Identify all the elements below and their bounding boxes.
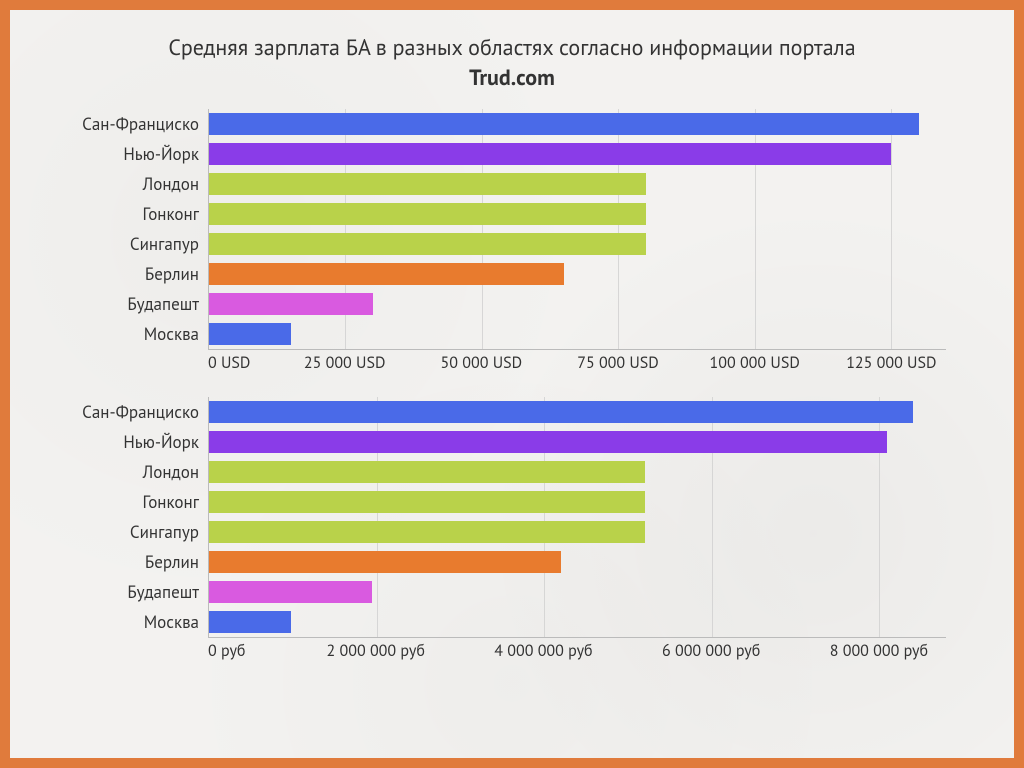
bar [209, 143, 891, 165]
y-category-label: Сан-Франциско [82, 113, 209, 135]
x-tick-label: 2 000 000 руб [327, 641, 425, 661]
bar-row: Лондон [209, 169, 946, 199]
bar-row: Сингапур [209, 229, 946, 259]
y-category-label: Сан-Франциско [82, 401, 209, 423]
bar [209, 611, 291, 633]
bar [209, 263, 564, 285]
charts-container: Сан-ФранцискоНью-ЙоркЛондонГонконгСингап… [38, 109, 986, 663]
y-category-label: Гонконг [143, 491, 209, 513]
x-tick-label: 4 000 000 руб [494, 641, 592, 661]
title-line2: Trud.com [469, 64, 555, 92]
bar [209, 233, 646, 255]
y-category-label: Москва [144, 611, 209, 633]
x-tick-label: 50 000 USD [441, 353, 523, 373]
bar-row: Сингапур [209, 517, 946, 547]
x-axis: 0 руб 2 000 000 руб 4 000 000 руб 6 000 000… [208, 637, 946, 663]
chart-rub: Сан-ФранцискоНью-ЙоркЛондонГонконгСингап… [208, 397, 946, 663]
x-tick-label: 6 000 000 руб [662, 641, 760, 661]
y-category-label: Сингапур [130, 233, 209, 255]
bar-row: Москва [209, 319, 946, 349]
x-tick-label: 25 000 USD [304, 353, 386, 373]
bar [209, 293, 373, 315]
bar-row: Берлин [209, 259, 946, 289]
bar [209, 551, 561, 573]
bar-row: Сан-Франциско [209, 109, 946, 139]
y-category-label: Берлин [145, 263, 209, 285]
bar-row: Нью-Йорк [209, 427, 946, 457]
y-category-label: Лондон [143, 461, 209, 483]
x-tick-label: 0 руб [208, 641, 246, 661]
bar-row: Нью-Йорк [209, 139, 946, 169]
bar [209, 173, 646, 195]
x-tick-label: 125 000 USD [846, 353, 936, 373]
x-tick-label: 100 000 USD [710, 353, 800, 373]
y-category-label: Нью-Йорк [123, 143, 209, 165]
bar-row: Берлин [209, 547, 946, 577]
x-tick-label: 0 USD [208, 353, 250, 373]
y-category-label: Берлин [145, 551, 209, 573]
bar-row: Москва [209, 607, 946, 637]
bar [209, 521, 645, 543]
plot-area: Сан-ФранцискоНью-ЙоркЛондонГонконгСингап… [208, 397, 946, 637]
bar [209, 401, 913, 423]
y-category-label: Будапешт [127, 293, 209, 315]
x-tick-label: 8 000 000 руб [830, 641, 928, 661]
plot-area: Сан-ФранцискоНью-ЙоркЛондонГонконгСингап… [208, 109, 946, 349]
bar-row: Будапешт [209, 577, 946, 607]
chart-usd: Сан-ФранцискоНью-ЙоркЛондонГонконгСингап… [208, 109, 946, 375]
x-axis: 0 USD 25 000 USD 50 000 USD 75 000 USD 100 0… [208, 349, 946, 375]
bar-row: Гонконг [209, 199, 946, 229]
bar [209, 431, 887, 453]
bar-row: Лондон [209, 457, 946, 487]
y-category-label: Москва [144, 323, 209, 345]
title-line1: Средняя зарплата БА в разных областях со… [168, 34, 855, 62]
y-category-label: Лондон [143, 173, 209, 195]
bar [209, 113, 919, 135]
bar [209, 461, 645, 483]
y-category-label: Сингапур [130, 521, 209, 543]
bar-row: Будапешт [209, 289, 946, 319]
bar [209, 491, 645, 513]
bar [209, 581, 372, 603]
bar-row: Гонконг [209, 487, 946, 517]
y-category-label: Гонконг [143, 203, 209, 225]
x-tick-label: 75 000 USD [577, 353, 659, 373]
bar [209, 323, 291, 345]
chart-title: Средняя зарплата БА в разных областях со… [38, 34, 986, 93]
bar [209, 203, 646, 225]
y-category-label: Нью-Йорк [123, 431, 209, 453]
y-category-label: Будапешт [127, 581, 209, 603]
bar-row: Сан-Франциско [209, 397, 946, 427]
chart-frame: Средняя зарплата БА в разных областях со… [0, 0, 1024, 768]
